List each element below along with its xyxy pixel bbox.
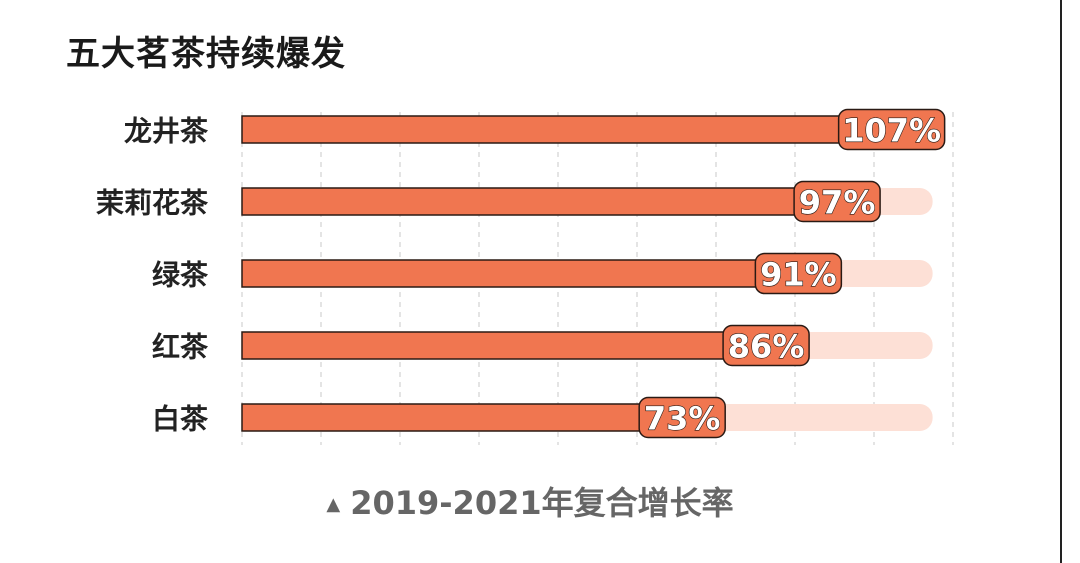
value-badge	[837, 108, 946, 151]
data-label: 86%	[728, 328, 805, 366]
data-label: 107%	[842, 112, 941, 150]
frame-border	[1060, 0, 1062, 563]
bar	[241, 115, 934, 144]
category-label: 白茶	[152, 403, 209, 436]
category-label: 红茶	[152, 331, 209, 364]
data-label: 73%	[644, 400, 721, 438]
triangle-up-icon: ▲	[326, 494, 341, 515]
x-axis-label: 2019-2021年复合增长率	[350, 484, 734, 522]
category-label: 龙井茶	[124, 115, 209, 148]
value-badge	[722, 324, 810, 367]
bar	[241, 259, 831, 288]
value-badge	[754, 252, 843, 295]
data-label: 97%	[799, 184, 876, 222]
category-label: 茉莉花茶	[96, 187, 209, 220]
chart-footer: ▲ 2019-2021年复合增长率	[0, 478, 1060, 524]
bar	[241, 331, 798, 360]
value-badge	[793, 180, 881, 223]
category-label: 绿茶	[152, 259, 209, 292]
bar-chart: 龙井茶 107% 茉莉花茶 97% 绿茶 91% 红茶 86% 白茶 73%	[96, 108, 954, 445]
chart-title: 五大茗茶持续爆发	[66, 34, 346, 74]
bar	[241, 403, 714, 432]
value-badge	[638, 396, 726, 439]
data-label: 91%	[760, 256, 837, 294]
bar	[241, 187, 869, 216]
